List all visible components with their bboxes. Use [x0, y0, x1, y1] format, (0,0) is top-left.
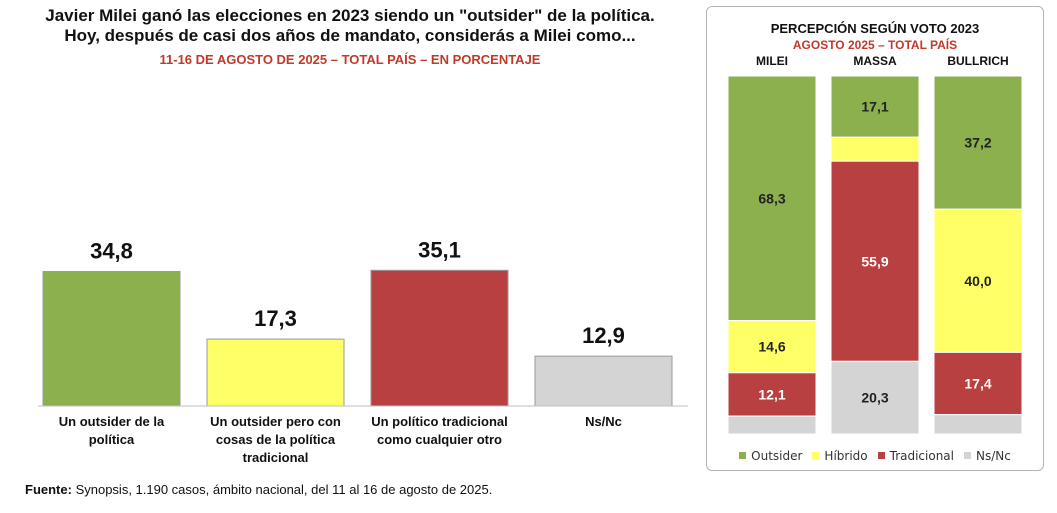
bar-1: [42, 270, 181, 407]
category-label: BULLRICH: [947, 54, 1008, 68]
category-label: Un outsider pero con: [210, 414, 341, 429]
legend-label: Outsider: [751, 449, 803, 463]
segment-value-label: 55,9: [861, 253, 888, 269]
category-label: Ns/Nc: [585, 414, 622, 429]
chart-title: Javier Milei ganó las elecciones en 2023…: [0, 6, 700, 46]
segment-ns/nc: [830, 360, 920, 435]
panel-subtitle: AGOSTO 2025 – TOTAL PAÍS: [792, 38, 958, 52]
bar-4: [534, 355, 673, 407]
segment-value-label: 17,4: [964, 376, 991, 392]
segment-value-label: 37,2: [964, 135, 991, 151]
category-label: tradicional: [243, 450, 309, 465]
segment-value-label: 12,1: [758, 386, 785, 402]
category-label: Un outsider de la: [59, 414, 165, 429]
segment-híbrido: [830, 136, 920, 162]
legend-label: Tradicional: [889, 449, 954, 463]
segment-value-label: 17,1: [861, 99, 888, 115]
bar-3: [370, 269, 509, 407]
source-note: Fuente: Synopsis, 1.190 casos, ámbito na…: [25, 482, 492, 497]
legend-label: Híbrido: [824, 449, 868, 463]
legend-swatch: [877, 452, 885, 459]
category-label: política: [89, 432, 135, 447]
category-label: MILEI: [756, 54, 788, 68]
source-text: Synopsis, 1.190 casos, ámbito nacional, …: [71, 482, 493, 497]
vote-breakdown-panel: PERCEPCIÓN SEGÚN VOTO 2023 AGOSTO 2025 –…: [706, 6, 1044, 471]
panel-title: PERCEPCIÓN SEGÚN VOTO 2023: [770, 21, 980, 36]
source-label: Fuente:: [25, 482, 72, 497]
chart-title-line-1: Javier Milei ganó las elecciones en 2023…: [45, 6, 655, 25]
segment-tradicional: [830, 160, 920, 362]
chart-legend: Outsider Híbrido Tradicional Ns/Nc: [707, 449, 1043, 463]
chart-title-line-2: Hoy, después de casi dos años de mandato…: [64, 26, 636, 45]
segment-value-label: 20,3: [861, 390, 888, 406]
bar-value-label: 12,9: [582, 323, 625, 348]
legend-swatch: [812, 452, 820, 459]
segment-híbrido: [933, 208, 1023, 353]
segment-híbrido: [727, 320, 817, 374]
segment-outsider: [830, 75, 920, 138]
stacked-bar-chart: MILEI 68,3 14,6 12,1 MASSA 17,1 55,9 20,3 BULLRI…: [727, 54, 1023, 435]
category-label: MASSA: [853, 54, 897, 68]
bar-value-label: 34,8: [90, 238, 133, 263]
category-label: Un político tradicional: [371, 414, 508, 429]
bar-value-label: 35,1: [418, 237, 461, 262]
segment-tradicional: [933, 351, 1023, 416]
legend-item: Ns/Nc: [964, 449, 1011, 463]
category-label: cosas de la política: [216, 432, 336, 447]
legend-swatch: [739, 452, 747, 459]
segment-ns/nc: [933, 414, 1023, 435]
legend-item: Tradicional: [877, 449, 954, 463]
segment-value-label: 14,6: [758, 339, 785, 355]
chart-subtitle: 11-16 DE AGOSTO DE 2025 – TOTAL PAÍS – E…: [159, 52, 541, 67]
legend-label: Ns/Nc: [976, 449, 1011, 463]
legend-item: Híbrido: [812, 449, 868, 463]
segment-value-label: 68,3: [758, 190, 785, 206]
segment-ns/nc: [727, 415, 817, 435]
segment-tradicional: [727, 372, 817, 417]
segment-value-label: 40,0: [964, 273, 991, 289]
legend-item: Outsider: [739, 449, 802, 463]
category-label: como cualquier otro: [377, 432, 502, 447]
overall-bar-chart: 34,8 Un outsider de la política 17,3 Un outs…: [38, 237, 688, 465]
legend-swatch: [964, 452, 971, 459]
bar-2: [206, 338, 345, 407]
bar-value-label: 17,3: [254, 306, 297, 331]
segment-outsider: [933, 75, 1023, 210]
